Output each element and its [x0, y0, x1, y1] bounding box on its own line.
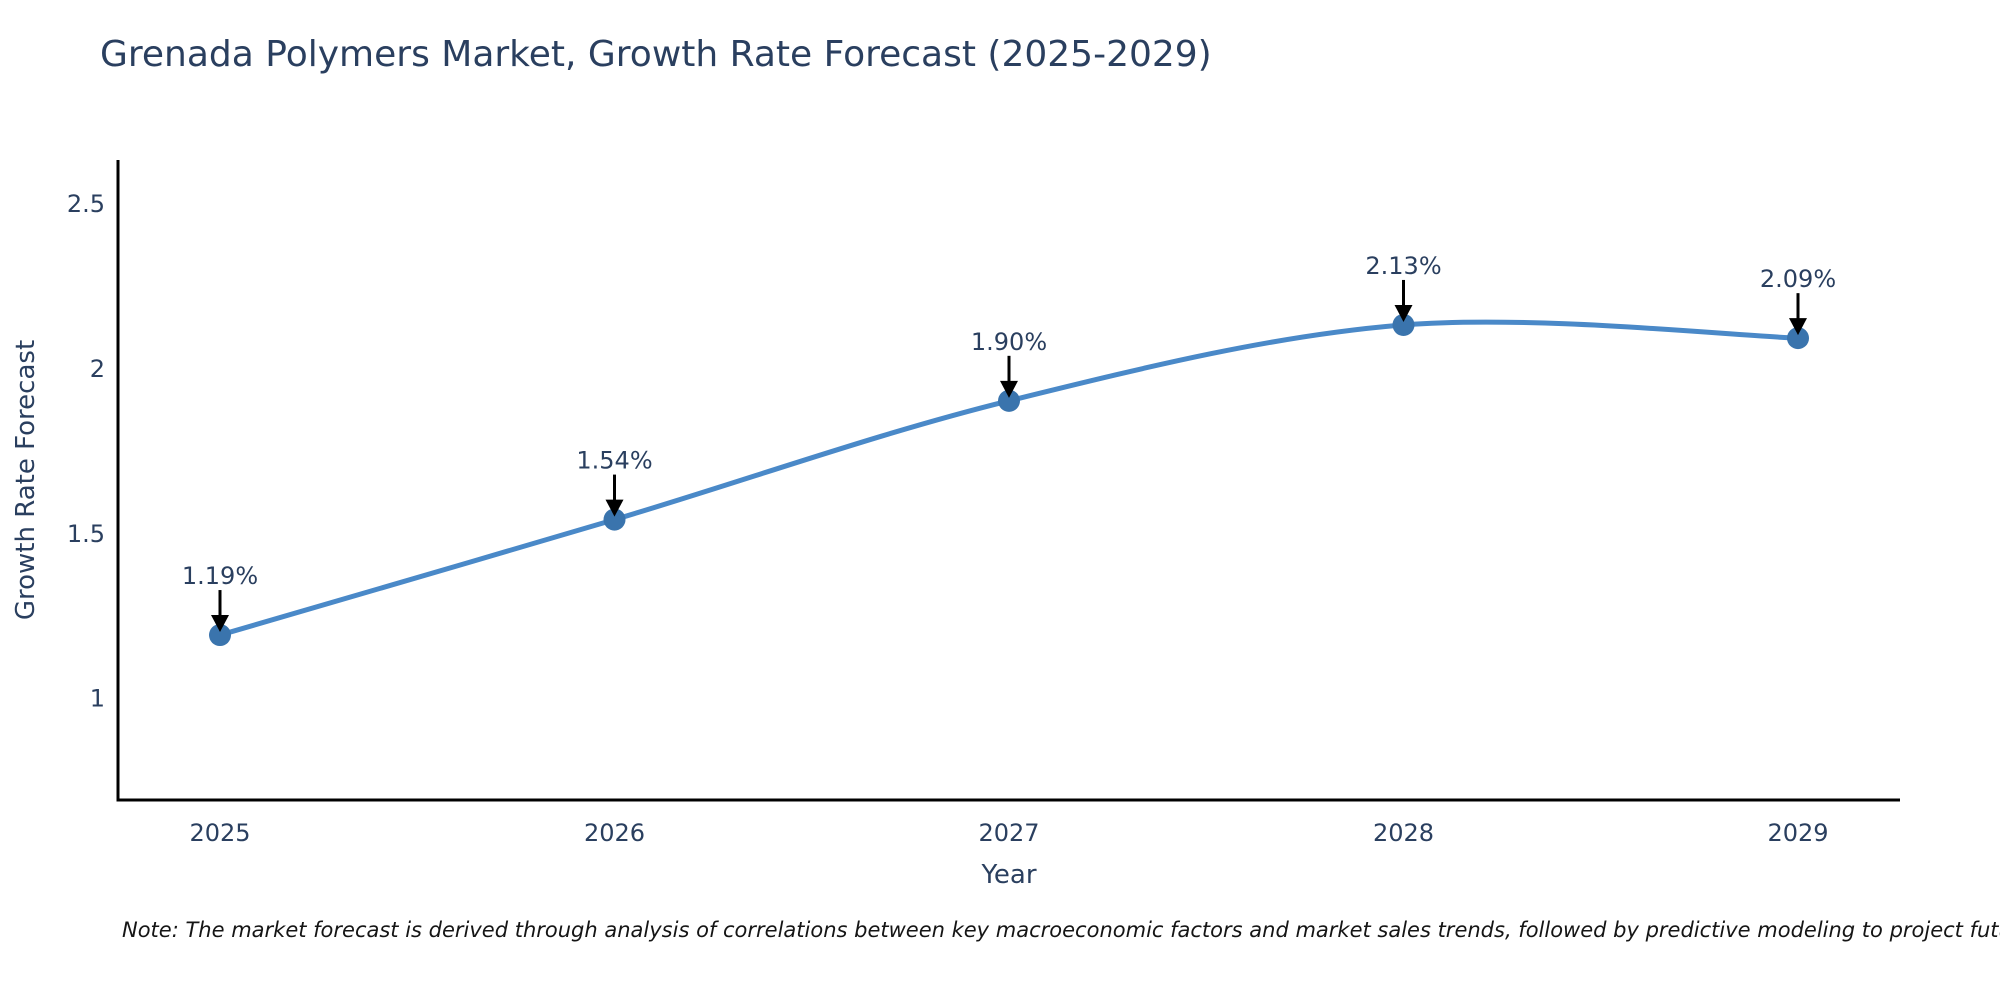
footnote: Note: The market forecast is derived thr… — [122, 918, 2000, 942]
x-axis-title: Year — [981, 860, 1037, 890]
y-tick-label-1: 1 — [90, 685, 105, 713]
y-tick-label-1.5: 1.5 — [67, 520, 105, 548]
x-tick-label-2028: 2028 — [1373, 819, 1434, 847]
annotation-label-2027: 1.90% — [971, 328, 1047, 356]
x-tick-label-2026: 2026 — [584, 819, 645, 847]
annotation-arrowhead-2027 — [1000, 380, 1018, 398]
annotation-arrowhead-2029 — [1789, 318, 1807, 336]
annotation-label-2026: 1.54% — [576, 447, 652, 475]
annotation-label-2028: 2.13% — [1365, 252, 1441, 280]
data-point-2028[interactable] — [1392, 313, 1415, 336]
annotation-label-2029: 2.09% — [1760, 265, 1836, 293]
data-point-2029[interactable] — [1787, 327, 1809, 350]
annotation-arrowhead-2025 — [211, 615, 229, 633]
x-tick-label-2025: 2025 — [189, 819, 250, 847]
y-axis-title: Growth Rate Forecast — [11, 339, 41, 621]
data-point-2027[interactable] — [998, 389, 1020, 412]
x-tick-label-2027: 2027 — [978, 819, 1039, 847]
annotation-arrowhead-2026 — [605, 499, 624, 517]
x-tick-label-2029: 2029 — [1767, 819, 1828, 847]
y-tick-label-2.5: 2.5 — [67, 190, 105, 218]
data-point-2026[interactable] — [603, 508, 626, 531]
annotation-label-2025: 1.19% — [182, 562, 258, 590]
annotation-arrowhead-2028 — [1394, 304, 1413, 322]
y-tick-label-2: 2 — [90, 355, 105, 383]
chart-title: Grenada Polymers Market, Growth Rate For… — [100, 34, 1212, 75]
data-point-2025[interactable] — [209, 624, 231, 647]
